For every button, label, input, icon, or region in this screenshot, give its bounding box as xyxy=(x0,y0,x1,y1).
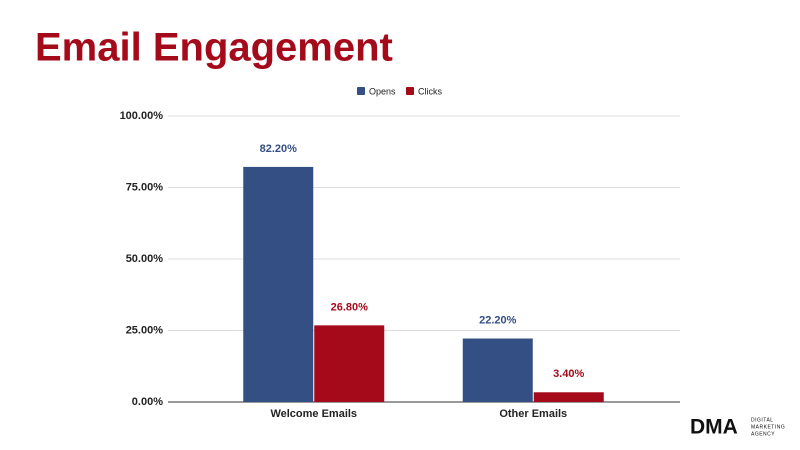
logo-mark: DMA xyxy=(690,416,738,439)
bar xyxy=(533,392,604,402)
logo-text: MARKETING xyxy=(751,424,785,430)
bar xyxy=(314,325,385,402)
legend-label: Clicks xyxy=(418,86,442,96)
logo-text: AGENCY xyxy=(751,431,775,437)
y-tick-label: 75.00% xyxy=(126,181,164,193)
x-tick-label: Other Emails xyxy=(499,408,567,420)
value-label: 22.20% xyxy=(479,314,517,326)
chart-title: Email Engagement xyxy=(35,26,393,70)
value-label: 26.80% xyxy=(331,301,369,313)
legend-swatch xyxy=(357,87,365,95)
logo-text: DIGITAL xyxy=(751,417,774,423)
x-tick-label: Welcome Emails xyxy=(270,408,357,420)
value-label: 3.40% xyxy=(553,368,584,380)
y-tick-label: 50.00% xyxy=(126,253,164,265)
value-label: 82.20% xyxy=(260,143,298,155)
bar xyxy=(462,338,533,402)
y-tick-label: 25.00% xyxy=(126,324,164,336)
legend-label: Opens xyxy=(369,86,396,96)
legend-swatch xyxy=(406,87,414,95)
bar xyxy=(243,166,314,402)
y-tick-label: 0.00% xyxy=(132,396,163,408)
y-tick-label: 100.00% xyxy=(120,110,164,122)
